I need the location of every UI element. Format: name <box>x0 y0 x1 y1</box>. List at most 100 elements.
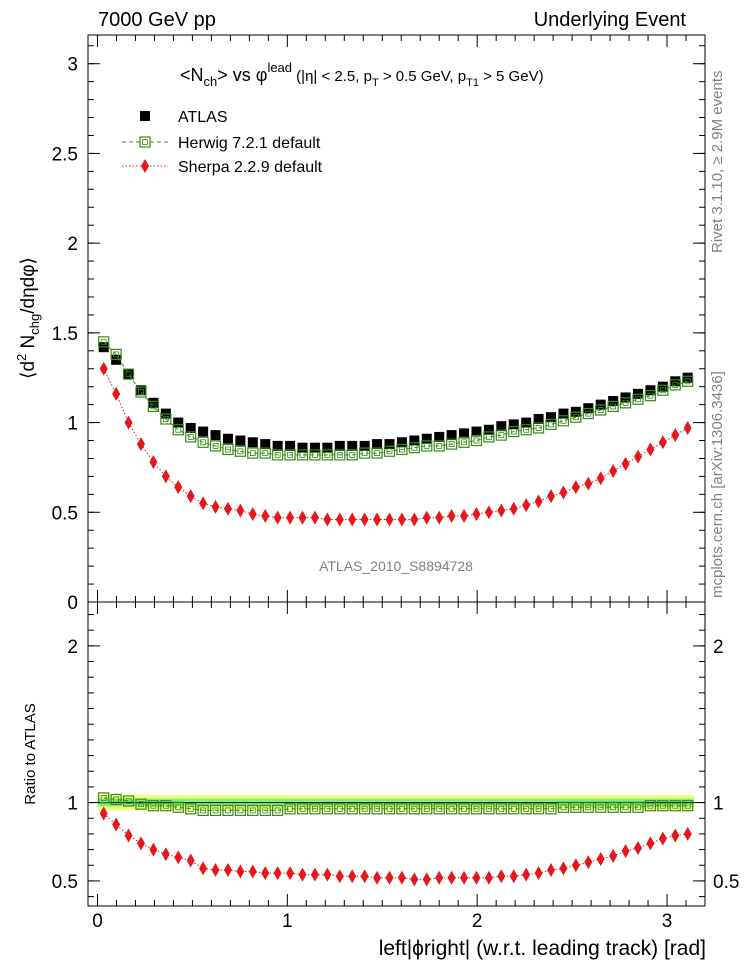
herwig-point-inner <box>473 437 480 444</box>
ratio-herwig-point <box>383 803 396 815</box>
herwig-point-inner <box>423 442 430 449</box>
atlas-point <box>533 413 544 424</box>
ratio-sherpa-point <box>621 844 630 859</box>
herwig-point <box>147 400 160 413</box>
atlas-point <box>521 417 532 428</box>
ratio-herwig-point-inner <box>560 804 567 811</box>
sherpa-point <box>596 471 605 486</box>
sherpa-point <box>422 510 431 525</box>
herwig-point-inner <box>138 389 144 395</box>
sherpa-point <box>211 499 220 514</box>
herwig-point-inner <box>659 387 666 394</box>
ratio-herwig-point-inner <box>361 805 368 812</box>
sherpa-point <box>236 503 245 518</box>
sherpa-point <box>199 496 208 511</box>
herwig-point <box>259 447 271 459</box>
ratio-sherpa-point <box>509 869 518 884</box>
ratio-sherpa-point <box>223 862 232 877</box>
ratio-herwig-point-inner <box>262 807 269 814</box>
herwig-point <box>296 449 309 461</box>
main-title: <Nch> vs φlead (|η| < 2.5, pT > 0.5 GeV,… <box>180 60 544 89</box>
atlas-point <box>421 433 432 444</box>
ratio-sherpa-point <box>236 864 245 879</box>
ratio-sherpa-point <box>385 870 394 885</box>
ratio-sherpa-point <box>397 870 406 885</box>
ratio-herwig-point <box>483 803 495 815</box>
sherpa-point <box>273 510 282 525</box>
herwig-point <box>595 404 607 416</box>
herwig-point <box>582 407 594 420</box>
sherpa-point <box>136 437 145 452</box>
sherpa-point <box>124 415 133 430</box>
legend-marker-herwig-inner <box>142 139 148 145</box>
sherpa-point <box>683 420 692 435</box>
ratio-herwig-point <box>309 803 321 815</box>
herwig-point <box>234 445 246 457</box>
ratio-herwig-point-inner <box>684 802 691 809</box>
ratio-marks <box>97 792 694 887</box>
herwig-point-inner <box>572 414 579 421</box>
atlas-point <box>260 439 271 450</box>
herwig-point <box>321 449 333 461</box>
atlas-point <box>309 442 320 453</box>
ratio-herwig-point <box>359 803 371 815</box>
herwig-point-inner <box>635 396 641 403</box>
ratio-herwig-point <box>396 803 408 815</box>
ratio-herwig-point-inner <box>187 805 194 812</box>
atlas-point <box>657 381 668 392</box>
atlas-point <box>434 431 445 442</box>
ratio-ytick-label-right: 2 <box>713 637 724 658</box>
herwig-point-inner <box>212 442 219 449</box>
sherpa-point <box>584 476 593 491</box>
herwig-point-inner <box>100 338 107 345</box>
herwig-point-inner <box>436 442 443 449</box>
herwig-point-inner <box>187 434 194 440</box>
ratio-sherpa-point <box>497 869 506 884</box>
sherpa-point <box>509 501 518 516</box>
ratio-herwig-point-inner <box>287 805 293 812</box>
sherpa-point <box>571 480 580 495</box>
sherpa-point <box>435 510 444 525</box>
ratio-sherpa-point <box>683 826 692 841</box>
ratio-herwig-point-inner <box>274 807 281 814</box>
ratio-herwig-point-inner <box>448 805 455 812</box>
atlas-point <box>272 440 283 451</box>
ratio-herwig-point <box>619 801 632 813</box>
atlas-point <box>210 430 221 441</box>
sherpa-point <box>99 361 108 376</box>
herwig-point <box>470 434 483 447</box>
herwig-point <box>272 449 284 461</box>
herwig-point <box>483 431 495 443</box>
ratio-herwig-point <box>247 804 259 817</box>
main-ylabel: ⟨d2 Nchg/dηdφ⟩ <box>14 257 42 379</box>
herwig-point <box>421 440 433 452</box>
ratio-herwig-point <box>334 803 346 815</box>
herwig-point <box>682 375 694 387</box>
ratio-herwig-point-inner <box>659 802 666 809</box>
ratio-herwig-point <box>682 800 694 812</box>
ratio-sherpa-point <box>584 855 593 870</box>
atlas-point <box>446 430 457 441</box>
legend-marker-atlas <box>140 111 150 121</box>
sherpa-point <box>397 512 406 527</box>
atlas-point <box>322 442 333 453</box>
ratio-sherpa-point <box>298 867 307 882</box>
ratio-herwig-point <box>110 793 122 806</box>
ratio-sherpa-point <box>248 864 257 879</box>
ratio-herwig-point-inner <box>138 801 144 808</box>
atlas-point <box>483 424 494 435</box>
herwig-point <box>396 443 408 456</box>
herwig-point-inner <box>200 439 207 446</box>
x-tick-label: 3 <box>662 911 673 932</box>
ratio-herwig-point-inner <box>473 805 480 812</box>
ratio-sherpa-point <box>112 817 121 832</box>
herwig-point-inner <box>162 416 169 422</box>
ratio-herwig-point <box>272 804 284 817</box>
ratio-herwig-point <box>296 803 309 815</box>
atlas-point <box>198 426 209 437</box>
sherpa-point <box>348 512 357 527</box>
ratio-herwig-point <box>607 801 619 813</box>
ratio-herwig-point <box>185 803 197 815</box>
ratio-herwig-point <box>532 803 545 815</box>
herwig-point <box>284 449 296 461</box>
